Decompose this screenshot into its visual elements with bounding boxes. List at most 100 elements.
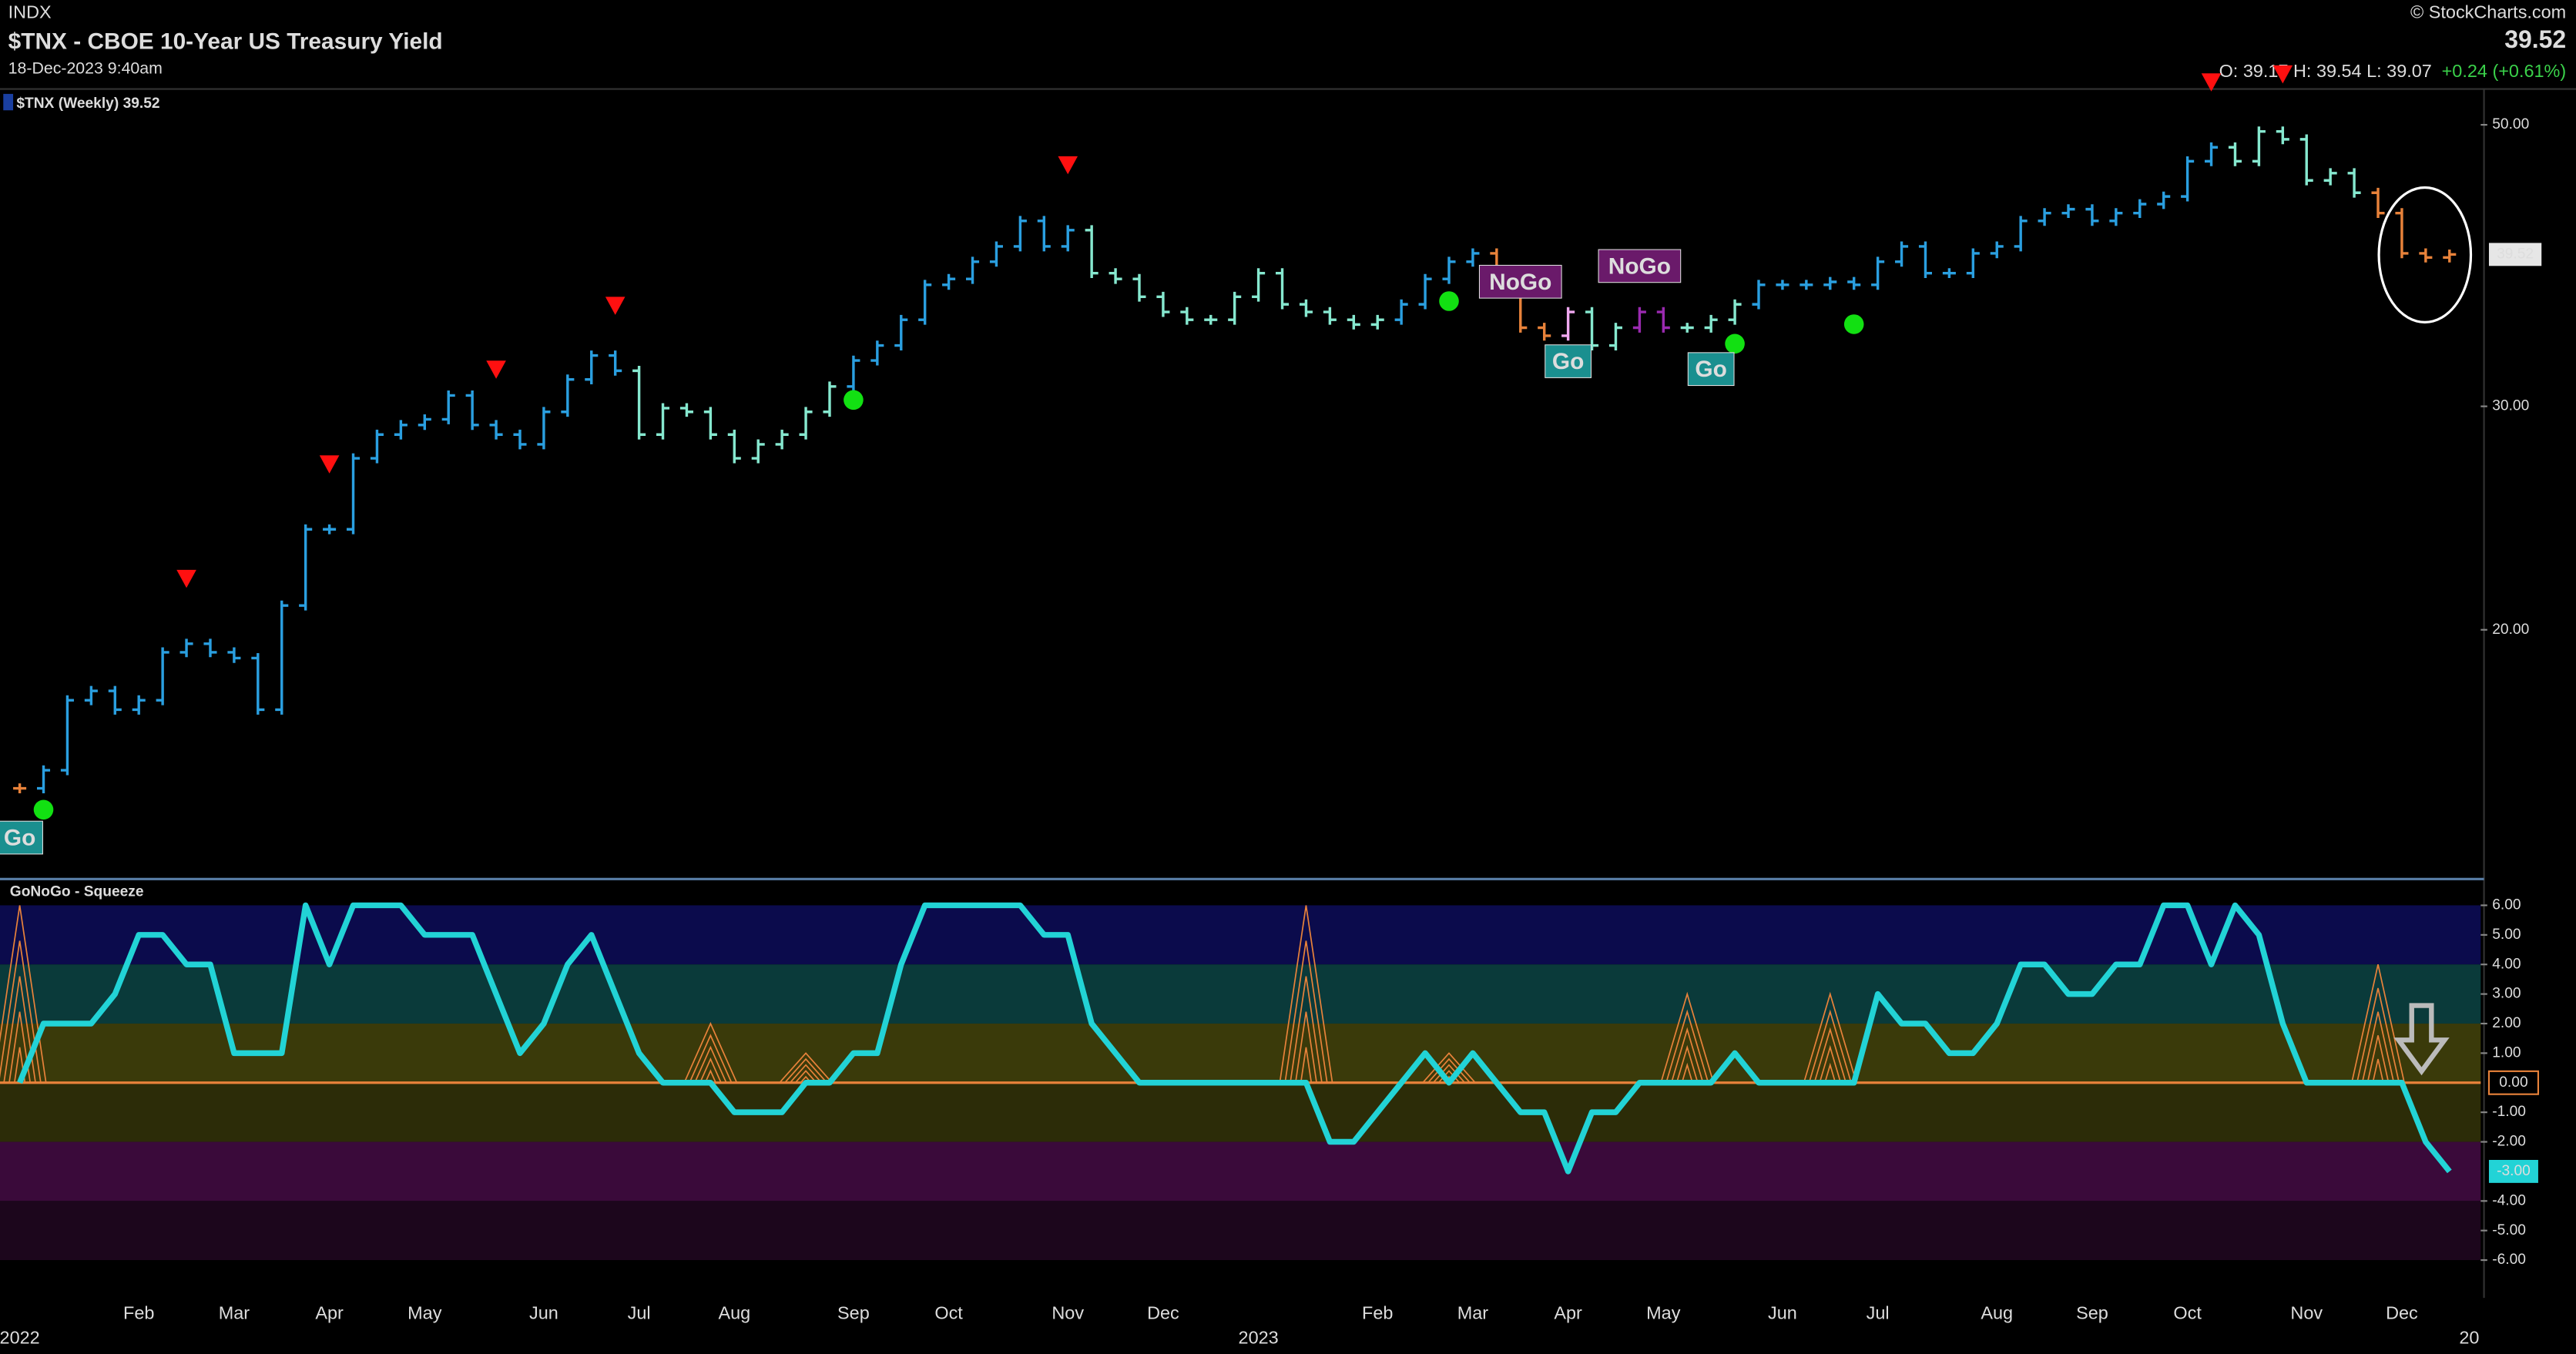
- price-bar: [2323, 168, 2337, 186]
- price-bar: [1276, 268, 1290, 310]
- band: [0, 905, 2481, 965]
- price-bar: [1990, 241, 2004, 259]
- last-value-label: 39.52: [2497, 246, 2534, 262]
- price-bar: [609, 350, 622, 376]
- price-bar: [585, 350, 599, 385]
- price-bar: [2252, 126, 2266, 166]
- band: [0, 1141, 2481, 1202]
- price-bar: [2347, 168, 2361, 198]
- price-panel: 20.00 30.00 50.00 2022 Feb Mar Apr May Jun Jul Aug…: [0, 65, 2542, 1348]
- price-bar: [1632, 307, 1646, 333]
- price-bar: [847, 355, 860, 392]
- annotation-box: [1478, 264, 1562, 299]
- source: © StockCharts.com: [2410, 2, 2566, 22]
- price-bar: [2299, 134, 2313, 186]
- price-bar: [1132, 273, 1146, 302]
- chart-title: $TNX - CBOE 10-Year US Treasury Yield: [8, 29, 443, 55]
- last-price: 39.52: [2504, 25, 2566, 53]
- price-bar: [1109, 268, 1122, 284]
- price-bar: [1538, 323, 1551, 341]
- y-tick-label: 6.00: [2492, 897, 2521, 913]
- price-bar: [703, 407, 717, 440]
- price-bar: [656, 403, 670, 440]
- price-bar: [1728, 299, 1742, 325]
- price-bar: [275, 600, 289, 715]
- go-dot: [1439, 291, 1459, 311]
- price-bar: [1418, 273, 1432, 310]
- last-value-box: [2488, 243, 2542, 266]
- price-bar: [1228, 291, 1242, 325]
- price-bar: [799, 407, 813, 440]
- oscillator-panel: GoNoGo - Squeeze 6.00 5.00 4.00 3.00 2.00 1.00…: [0, 883, 2540, 1268]
- annotation-box: [1598, 249, 1682, 283]
- annotation: NoGo: [1608, 253, 1671, 279]
- price-bar: [918, 280, 932, 325]
- nogo-triangle: [176, 569, 196, 588]
- x-tick-label: Oct: [934, 1303, 963, 1323]
- price-bar: [1085, 225, 1098, 279]
- y-tick-label: 1.00: [2492, 1044, 2521, 1061]
- highlight-circle: [2377, 186, 2473, 323]
- ohlc: O: 39.17 H: 39.54 L: 39.07 +0.24 (+0.61%): [2219, 61, 2567, 81]
- price-bar: [394, 420, 408, 440]
- price-bar: [179, 638, 193, 658]
- price-bar: [1299, 299, 1313, 317]
- price-bar: [2181, 156, 2195, 202]
- squeeze: [1279, 905, 1333, 1083]
- x-tick-label: 2023: [1239, 1328, 1279, 1348]
- down-arrow: [2393, 1003, 2450, 1076]
- price-bar: [1871, 256, 1885, 290]
- squeeze: [2351, 964, 2405, 1083]
- price-bar: [1037, 216, 1051, 252]
- price-bar: [561, 374, 575, 417]
- price-bar: [1561, 307, 1575, 341]
- price-bar: [1680, 323, 1694, 333]
- price-bar: [465, 390, 479, 431]
- price-bar: [537, 407, 551, 450]
- price-bar: [1656, 307, 1670, 333]
- price-bar: [1442, 256, 1456, 284]
- price-bar: [108, 685, 122, 715]
- y-tick-label: 50.00: [2492, 116, 2529, 132]
- x-tick-label: Jun: [529, 1303, 558, 1323]
- price-bar: [679, 403, 693, 417]
- x-tick-label: Sep: [2076, 1303, 2108, 1323]
- x-tick-label: Oct: [2173, 1303, 2202, 1323]
- x-tick-label: Aug: [718, 1303, 750, 1323]
- y-tick-label: 30.00: [2492, 398, 2529, 414]
- price-bar: [1800, 280, 1813, 290]
- y-tick-label: 2.00: [2492, 1015, 2521, 1031]
- y-tick-label: -5.00: [2492, 1222, 2526, 1238]
- squeeze: [0, 905, 47, 1083]
- x-tick-label: Feb: [123, 1303, 154, 1323]
- price-bar: [775, 429, 789, 450]
- price-bar: [870, 340, 884, 366]
- nogo-triangle: [2272, 65, 2293, 84]
- price-bar: [36, 765, 51, 793]
- price-bar: [1347, 314, 1360, 330]
- squeeze: [683, 1021, 738, 1084]
- x-tick-label: Apr: [315, 1303, 344, 1323]
- panel-title: GoNoGo - Squeeze: [10, 883, 144, 900]
- last-value-box: [2488, 1160, 2538, 1183]
- x-tick-label: Jun: [1768, 1303, 1797, 1323]
- price-bar: [441, 390, 455, 424]
- nogo-triangle: [319, 455, 340, 474]
- squeeze: [1422, 1052, 1476, 1084]
- price-bar: [2205, 142, 2219, 166]
- price-bar: [2014, 216, 2028, 252]
- price-bar: [227, 647, 241, 663]
- x-tick-label: 20: [2459, 1328, 2479, 1348]
- x-tick-label: Dec: [2386, 1303, 2418, 1323]
- x-tick-label: Apr: [1554, 1303, 1582, 1323]
- oscillator-line: [17, 902, 2452, 1175]
- nogo-triangle: [1058, 156, 1078, 175]
- squeeze: [779, 1052, 833, 1084]
- annotation: Go: [4, 826, 35, 851]
- band: [0, 1023, 2481, 1083]
- x-tick-label: Aug: [1981, 1303, 2013, 1323]
- price-bar: [132, 695, 146, 715]
- price-bar: [418, 414, 431, 431]
- y-tick-label: 5.00: [2492, 927, 2521, 943]
- annotation: Go: [1695, 357, 1726, 382]
